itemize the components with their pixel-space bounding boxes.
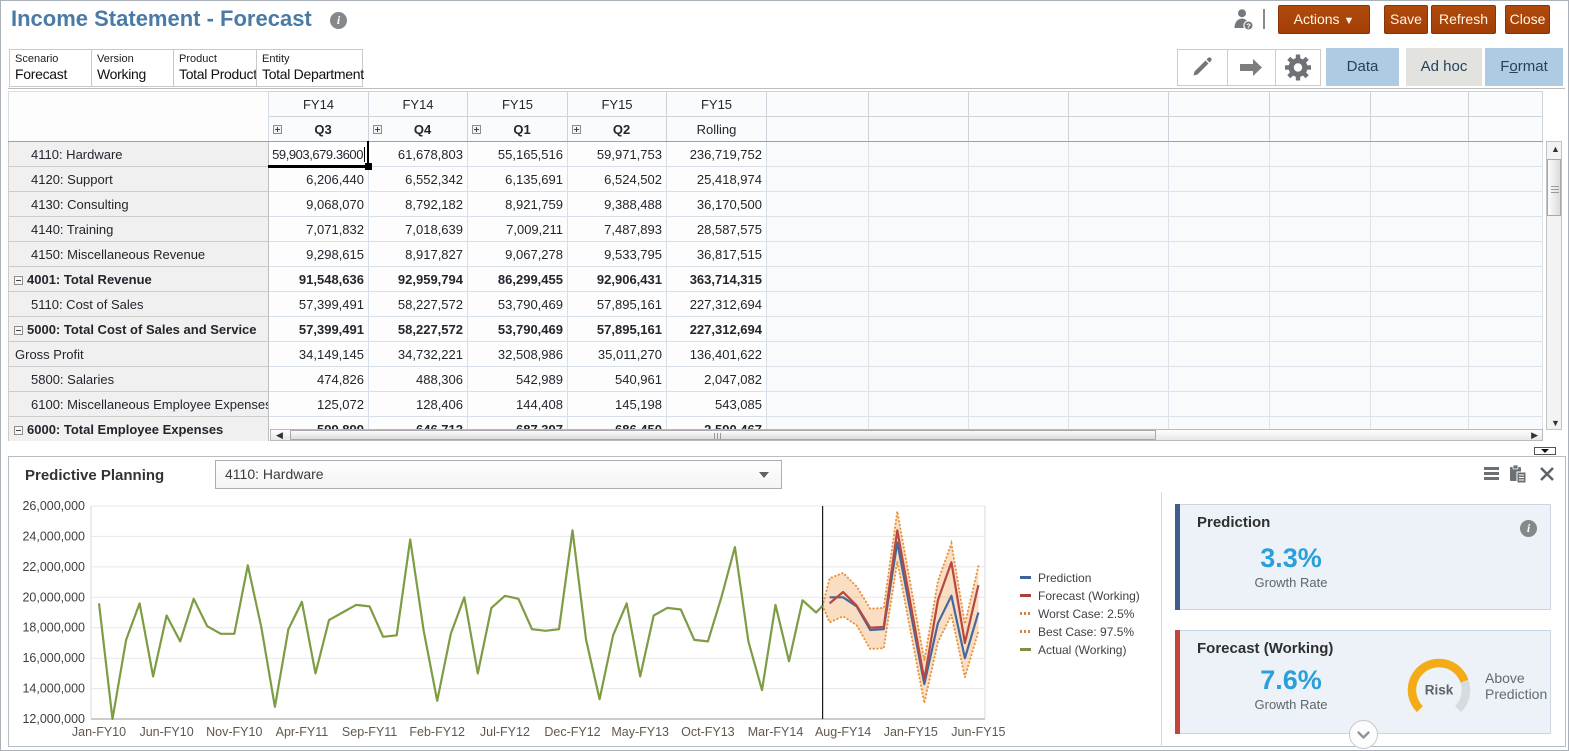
svg-text:Jan-FY10: Jan-FY10 [72,725,126,739]
svg-text:Aug-FY14: Aug-FY14 [815,725,871,739]
svg-text:Sep-FY11: Sep-FY11 [342,725,397,739]
svg-text:22,000,000: 22,000,000 [22,560,85,574]
svg-text:Jan-FY15: Jan-FY15 [884,725,938,739]
svg-text:Risk: Risk [1425,683,1454,698]
svg-text:14,000,000: 14,000,000 [22,682,85,696]
svg-text:12,000,000: 12,000,000 [22,712,85,726]
svg-text:Feb-FY12: Feb-FY12 [409,725,465,739]
svg-text:Mar-FY14: Mar-FY14 [748,725,804,739]
svg-text:Oct-FY13: Oct-FY13 [681,725,735,739]
svg-text:16,000,000: 16,000,000 [22,651,85,665]
svg-text:24,000,000: 24,000,000 [22,529,85,543]
svg-text:Apr-FY11: Apr-FY11 [276,725,329,739]
svg-text:?: ? [1246,22,1251,31]
svg-text:18,000,000: 18,000,000 [22,621,85,635]
svg-text:Jun-FY10: Jun-FY10 [139,725,193,739]
svg-text:Jul-FY12: Jul-FY12 [480,725,530,739]
svg-text:Dec-FY12: Dec-FY12 [544,725,600,739]
svg-text:20,000,000: 20,000,000 [22,590,85,604]
svg-text:26,000,000: 26,000,000 [22,499,85,513]
svg-text:Jun-FY15: Jun-FY15 [951,725,1005,739]
svg-text:Nov-FY10: Nov-FY10 [206,725,262,739]
svg-text:May-FY13: May-FY13 [611,725,669,739]
